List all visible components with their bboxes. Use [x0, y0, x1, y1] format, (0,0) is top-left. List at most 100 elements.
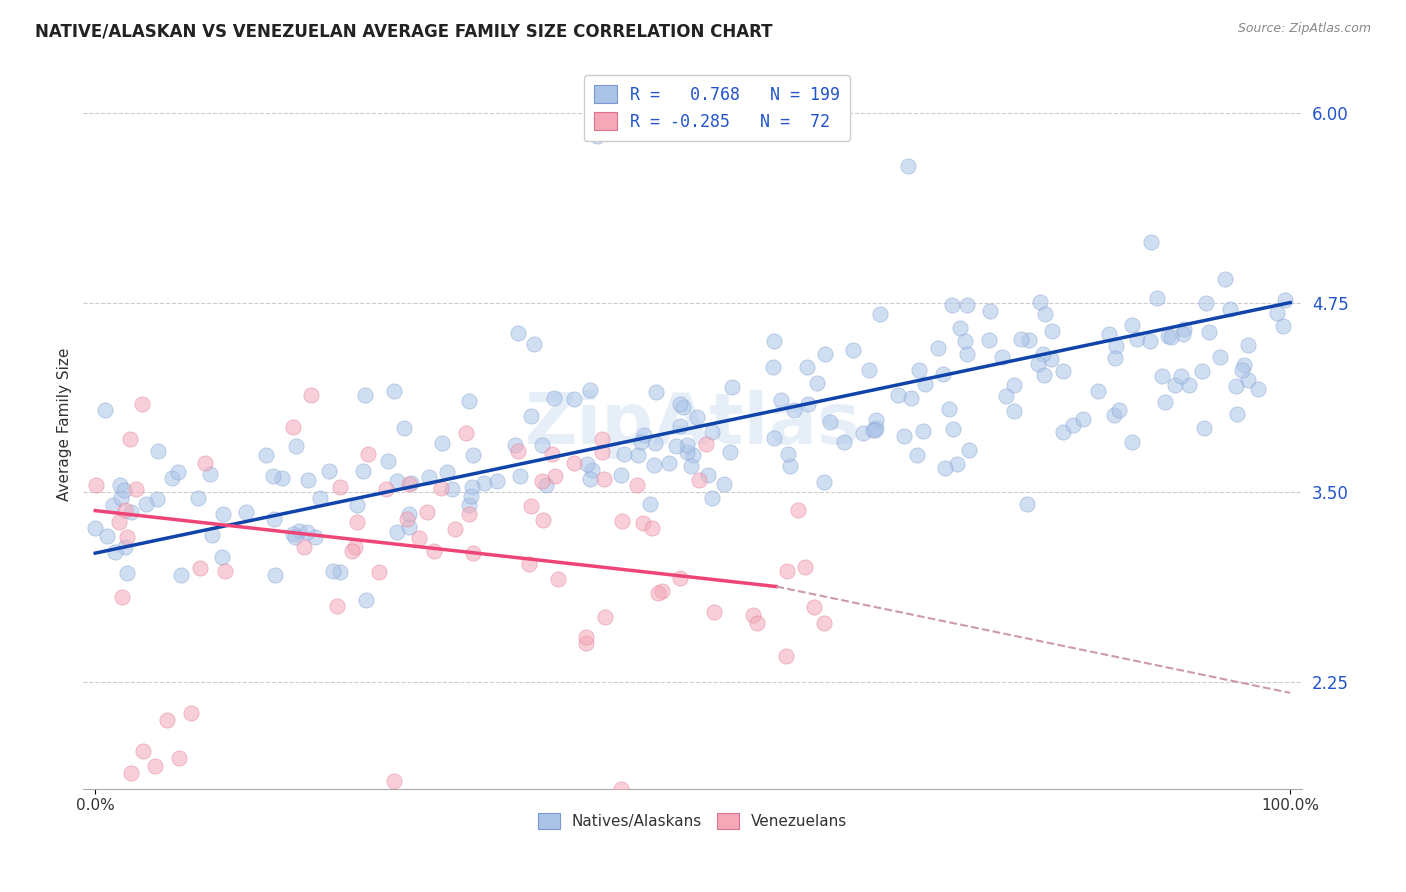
Point	[201, 528, 224, 542]
Point	[1173, 322, 1195, 336]
Point	[1170, 369, 1192, 384]
Point	[193, 456, 215, 470]
Point	[643, 458, 665, 473]
Point	[343, 540, 366, 554]
Point	[108, 515, 131, 529]
Point	[308, 491, 330, 505]
Point	[509, 469, 531, 483]
Point	[609, 468, 631, 483]
Point	[180, 706, 202, 720]
Point	[979, 304, 1001, 318]
Point	[460, 489, 482, 503]
Point	[270, 471, 292, 485]
Point	[700, 425, 723, 439]
Point	[135, 497, 157, 511]
Point	[458, 394, 481, 409]
Point	[167, 751, 190, 765]
Point	[897, 159, 920, 173]
Point	[132, 743, 155, 757]
Point	[631, 516, 654, 530]
Point	[1160, 330, 1182, 344]
Point	[762, 359, 785, 374]
Point	[125, 482, 148, 496]
Point	[644, 436, 666, 450]
Point	[575, 630, 598, 644]
Point	[441, 482, 464, 496]
Point	[591, 445, 613, 459]
Point	[1087, 384, 1109, 398]
Point	[762, 431, 785, 445]
Point	[718, 445, 741, 459]
Point	[463, 448, 485, 462]
Point	[263, 568, 285, 582]
Point	[1198, 325, 1220, 339]
Point	[1102, 408, 1125, 422]
Point	[544, 468, 567, 483]
Point	[796, 359, 818, 374]
Point	[143, 758, 166, 772]
Point	[1033, 307, 1056, 321]
Point	[292, 541, 315, 555]
Point	[1040, 324, 1063, 338]
Point	[329, 481, 352, 495]
Point	[1039, 352, 1062, 367]
Point	[472, 476, 495, 491]
Point	[423, 544, 446, 558]
Text: Source: ZipAtlas.com: Source: ZipAtlas.com	[1237, 22, 1371, 36]
Point	[162, 471, 184, 485]
Point	[281, 527, 304, 541]
Point	[865, 421, 887, 435]
Point	[506, 326, 529, 340]
Point	[956, 346, 979, 360]
Point	[1105, 339, 1128, 353]
Point	[1033, 368, 1056, 383]
Point	[146, 443, 169, 458]
Point	[523, 337, 546, 351]
Point	[530, 475, 553, 489]
Point	[114, 540, 136, 554]
Point	[887, 388, 910, 402]
Point	[908, 362, 931, 376]
Point	[1010, 332, 1032, 346]
Point	[813, 616, 835, 631]
Point	[682, 448, 704, 462]
Point	[1219, 302, 1241, 317]
Point	[416, 505, 439, 519]
Point	[297, 473, 319, 487]
Point	[1209, 351, 1232, 365]
Point	[354, 593, 377, 607]
Point	[299, 387, 322, 401]
Text: NATIVE/ALASKAN VS VENEZUELAN AVERAGE FAMILY SIZE CORRELATION CHART: NATIVE/ALASKAN VS VENEZUELAN AVERAGE FAM…	[35, 22, 773, 40]
Point	[284, 530, 307, 544]
Point	[283, 420, 305, 434]
Point	[1233, 358, 1256, 372]
Point	[295, 524, 318, 539]
Point	[627, 448, 650, 462]
Point	[994, 389, 1017, 403]
Point	[1015, 497, 1038, 511]
Point	[146, 492, 169, 507]
Point	[575, 457, 598, 471]
Point	[187, 491, 209, 505]
Point	[84, 478, 107, 492]
Point	[776, 447, 799, 461]
Point	[591, 432, 613, 446]
Point	[547, 572, 569, 586]
Point	[564, 456, 586, 470]
Point	[658, 456, 681, 470]
Point	[520, 500, 543, 514]
Point	[114, 502, 136, 516]
Point	[613, 447, 636, 461]
Point	[1191, 363, 1213, 377]
Point	[367, 565, 389, 579]
Point	[769, 393, 792, 408]
Point	[579, 383, 602, 397]
Point	[1225, 378, 1247, 392]
Point	[579, 472, 602, 486]
Point	[212, 507, 235, 521]
Point	[531, 513, 554, 527]
Point	[288, 524, 311, 538]
Point	[1226, 408, 1249, 422]
Point	[131, 397, 153, 411]
Point	[430, 482, 453, 496]
